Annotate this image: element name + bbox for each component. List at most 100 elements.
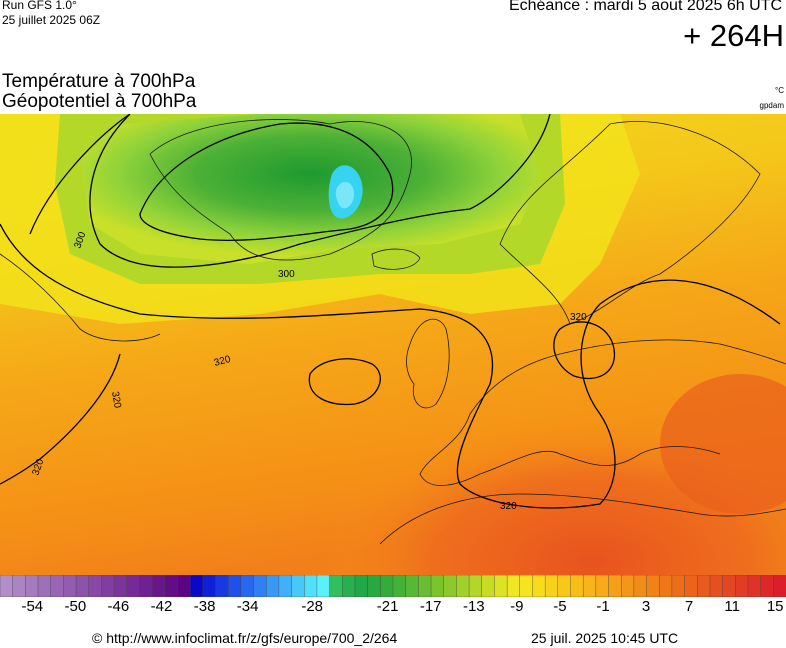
colorbar-tick-label: -1 (596, 598, 610, 615)
colorbar-tick-label: 11 (724, 598, 740, 615)
colorbar-swatch (456, 575, 470, 597)
colorbar-swatch (773, 575, 786, 597)
copyright-link[interactable]: © http://www.infoclimat.fr/z/gfs/europe/… (92, 630, 398, 646)
colorbar-swatch (735, 575, 749, 597)
colorbar-swatch (37, 575, 52, 597)
colorbar-swatch (380, 575, 394, 597)
colorbar-swatch (646, 575, 660, 597)
colorbar-swatch (367, 575, 381, 597)
cold-core-center (335, 181, 354, 209)
contour-300-west (29, 114, 551, 268)
contour-label: 320 (213, 354, 232, 369)
colorbar-swatch (202, 575, 217, 597)
colorbar-swatch (177, 575, 191, 597)
coastline-iceland (371, 248, 421, 270)
colorbar-swatch (164, 575, 178, 597)
colorbar-tick-label: -5 (553, 598, 567, 615)
colorbar-swatch (608, 575, 622, 597)
colorbar-tick-label: 15 (766, 598, 784, 615)
colorbar-swatch (278, 575, 293, 597)
landmasses (0, 119, 786, 545)
colorbar-swatch (126, 575, 140, 597)
colorbar-swatch (88, 575, 102, 597)
colorbar-swatch (25, 575, 39, 597)
colorbar (0, 575, 786, 597)
colorbar-swatch (227, 575, 242, 597)
forecast-valid-time: Echéance : mardi 5 aout 2025 6h UTC (508, 0, 782, 14)
colorbar-swatch (189, 575, 204, 597)
colorbar-swatch (747, 575, 762, 597)
contour-320-low (308, 358, 381, 406)
colorbar-swatch (291, 575, 305, 597)
lead-time: + 264H (683, 18, 784, 53)
colorbar-tick-label: -13 (462, 598, 485, 615)
colorbar-swatch (342, 575, 356, 597)
hot-zone-middle-east (660, 374, 786, 514)
colorbar-swatch (101, 575, 115, 597)
colorbar-swatch (12, 575, 26, 597)
colorbar-swatch (557, 575, 571, 597)
colorbar-swatch (443, 575, 457, 597)
colorbar-swatch (582, 575, 597, 597)
colorbar-tick-label: 7 (684, 598, 694, 615)
colorbar-tick-label: -50 (64, 598, 87, 615)
colorbar-swatch (75, 575, 90, 597)
colorbar-swatch (519, 575, 533, 597)
colorbar-swatch (329, 575, 343, 597)
run-label: Run GFS 1.0° (2, 0, 77, 12)
coastline-greenland (149, 119, 412, 261)
contour-label: 300 (278, 269, 295, 280)
contour-label: 320 (109, 391, 123, 410)
colorbar-swatch (494, 575, 508, 597)
colorbar-swatch (722, 575, 736, 597)
colorbar-swatch (63, 575, 77, 597)
contour-320-cutoff (553, 321, 616, 380)
colorbar-swatch (506, 575, 521, 597)
contour-320-south-west (0, 353, 121, 485)
colorbar-swatch (354, 575, 369, 597)
colorbar-swatch (709, 575, 724, 597)
contour-320-main (0, 223, 781, 509)
colorbar-swatch (544, 575, 559, 597)
coastline-europe (419, 339, 786, 486)
colorbar-swatch (266, 575, 280, 597)
colorbar-swatch (240, 575, 255, 597)
colorbar-swatch (570, 575, 584, 597)
colorbar-swatch (532, 575, 546, 597)
contour-label: 320 (500, 501, 517, 512)
colorbar-swatch (215, 575, 229, 597)
colorbar-swatch (418, 575, 432, 597)
colorbar-swatch (316, 575, 331, 597)
run-date: 25 juillet 2025 06Z (2, 13, 101, 27)
colorbar-swatch (468, 575, 483, 597)
unit-temperature: °C (775, 86, 784, 95)
colorbar-tick-label: 3 (641, 598, 651, 615)
colorbar-swatch (392, 575, 407, 597)
weather-map: 300 300 320 320 320 320 320 (0, 114, 786, 575)
coastline-british-isles (406, 318, 450, 409)
unit-geopotential: gpdam (759, 101, 784, 110)
colorbar-tick-label: -21 (376, 598, 399, 615)
colorbar-tick-label: -9 (510, 598, 524, 615)
colorbar-swatch (430, 575, 445, 597)
colorbar-tick-label: -28 (301, 598, 324, 615)
colorbar-swatch (50, 575, 64, 597)
colorbar-tick-label: -42 (150, 598, 173, 615)
generation-date: 25 juil. 2025 10:45 UTC (531, 630, 679, 646)
coastline-north-africa (379, 493, 786, 545)
colorbar-tick-label: -17 (419, 598, 442, 615)
colorbar-swatch (671, 575, 686, 597)
colorbar-swatch (684, 575, 698, 597)
colorbar-swatch (633, 575, 648, 597)
colorbar-swatch (481, 575, 495, 597)
geopotential-contours (0, 114, 781, 509)
contour-label: 320 (570, 312, 587, 323)
map-title-temperature: Température à 700hPa (2, 71, 196, 92)
colorbar-swatch (253, 575, 267, 597)
colorbar-swatch (113, 575, 128, 597)
colorbar-swatch (139, 575, 153, 597)
colorbar-ticks: -54 -50 -46 -42 -38 -34 -28 -21 -17 -13 -9 -5 -1 3 7 11… (0, 598, 786, 620)
colorbar-swatch (620, 575, 635, 597)
colorbar-swatch (405, 575, 419, 597)
colorbar-swatch (760, 575, 774, 597)
